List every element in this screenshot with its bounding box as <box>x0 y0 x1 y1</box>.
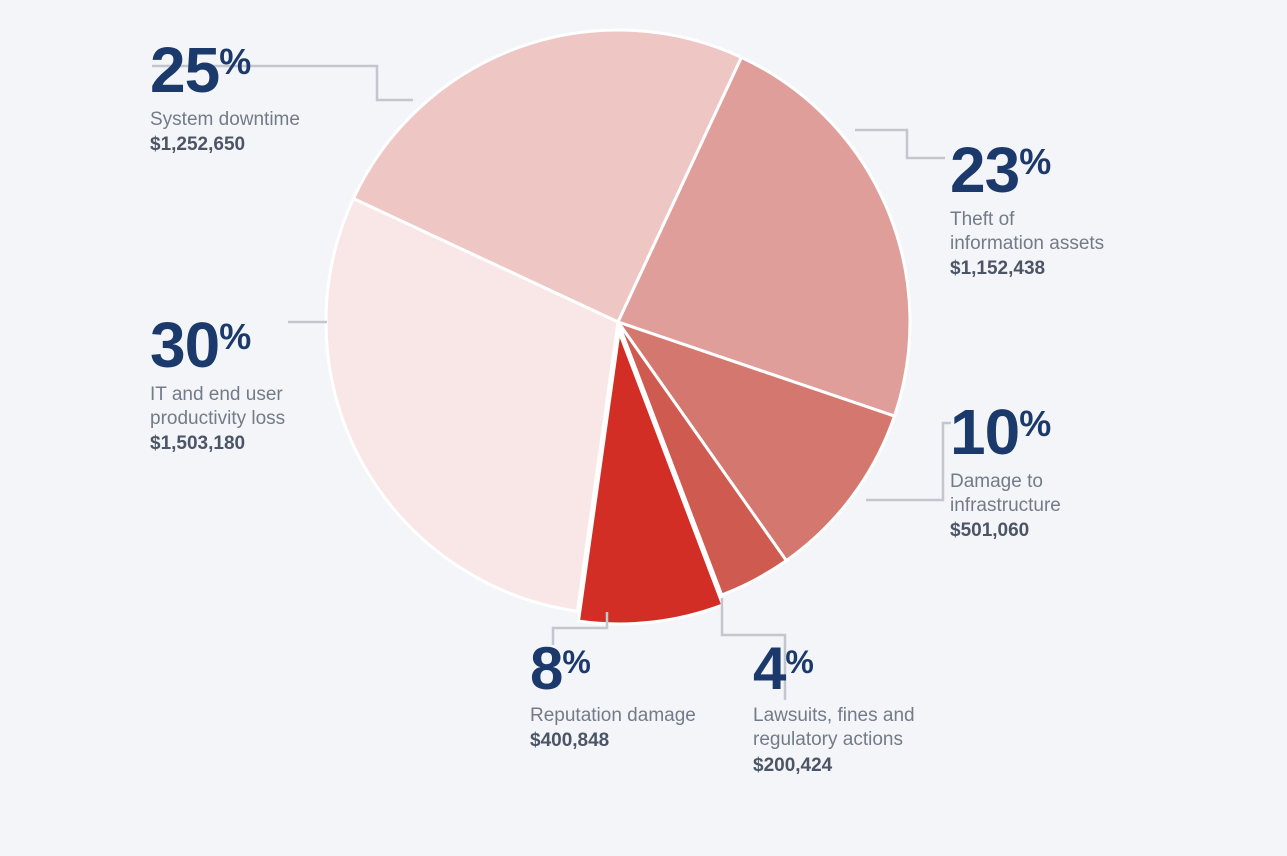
amount-label-lawsuits-fines-regulatory-actions: $200,424 <box>753 754 833 776</box>
leader-line-reputation-damage <box>551 612 609 645</box>
percent-number: 25 <box>150 34 220 106</box>
amount-label-system-downtime: $1,252,650 <box>150 134 246 156</box>
pie-slice-it-and-end-user-productivity-loss[interactable] <box>324 197 620 613</box>
percent-value-system-downtime: 25% <box>150 38 410 102</box>
leader-line-lawsuits-fines-regulatory-actions <box>720 598 787 700</box>
category-label-reputation-damage: Reputation damage <box>530 705 696 726</box>
pie-slice-reputation-damage[interactable] <box>576 330 725 626</box>
category-label-damage-to-infrastructure: Damage to infrastructure <box>950 470 1061 517</box>
percent-value-theft-of-information-assets: 23% <box>950 138 1210 202</box>
leader-line-theft-of-information-assets <box>855 128 945 160</box>
callout-it-and-end-user-productivity-loss: 30% IT and end user productivity loss $1… <box>150 313 410 455</box>
callout-system-downtime: 25% System downtime $1,252,650 <box>150 38 410 156</box>
percent-sign: % <box>562 644 591 680</box>
amount-label-reputation-damage: $400,848 <box>530 730 610 752</box>
pie-slice-system-downtime[interactable] <box>351 28 743 324</box>
category-label-theft-of-information-assets: Theft of information assets <box>950 208 1105 255</box>
callout-theft-of-information-assets: 23% Theft of information assets $1,152,4… <box>950 138 1210 280</box>
percent-sign: % <box>785 644 814 680</box>
percent-sign: % <box>219 316 252 357</box>
callout-lawsuits-fines-regulatory-actions: 4% Lawsuits, fines and regulatory action… <box>753 639 983 777</box>
percent-number: 4 <box>753 635 786 702</box>
callout-damage-to-infrastructure: 10% Damage to infrastructure $501,060 <box>950 400 1200 542</box>
category-label-lawsuits-fines-regulatory-actions: Lawsuits, fines and regulatory actions <box>753 705 915 751</box>
leader-line-system-downtime <box>152 64 413 102</box>
category-label-system-downtime: System downtime <box>150 108 300 130</box>
pie-slice-damage-to-infrastructure[interactable] <box>616 320 896 563</box>
percent-value-reputation-damage: 8% <box>530 639 750 699</box>
percent-sign: % <box>219 41 252 82</box>
percent-sign: % <box>1019 403 1052 444</box>
percent-value-damage-to-infrastructure: 10% <box>950 400 1200 464</box>
percent-number: 23 <box>950 134 1020 206</box>
percent-value-it-and-end-user-productivity-loss: 30% <box>150 313 410 377</box>
category-label-it-and-end-user-productivity-loss: IT and end user productivity loss <box>150 383 286 430</box>
percent-number: 30 <box>150 309 220 381</box>
pie-slice-theft-of-information-assets[interactable] <box>616 55 912 418</box>
percent-sign: % <box>1019 141 1052 182</box>
amount-label-theft-of-information-assets: $1,152,438 <box>950 258 1046 280</box>
percent-number: 10 <box>950 396 1020 468</box>
amount-label-it-and-end-user-productivity-loss: $1,503,180 <box>150 433 246 455</box>
percent-number: 8 <box>530 635 563 702</box>
percent-value-lawsuits-fines-regulatory-actions: 4% <box>753 639 983 699</box>
callout-reputation-damage: 8% Reputation damage $400,848 <box>530 639 750 752</box>
amount-label-damage-to-infrastructure: $501,060 <box>950 520 1030 542</box>
leader-line-damage-to-infrastructure <box>866 421 951 502</box>
pie-slice-lawsuits-fines-regulatory-actions[interactable] <box>616 320 788 597</box>
